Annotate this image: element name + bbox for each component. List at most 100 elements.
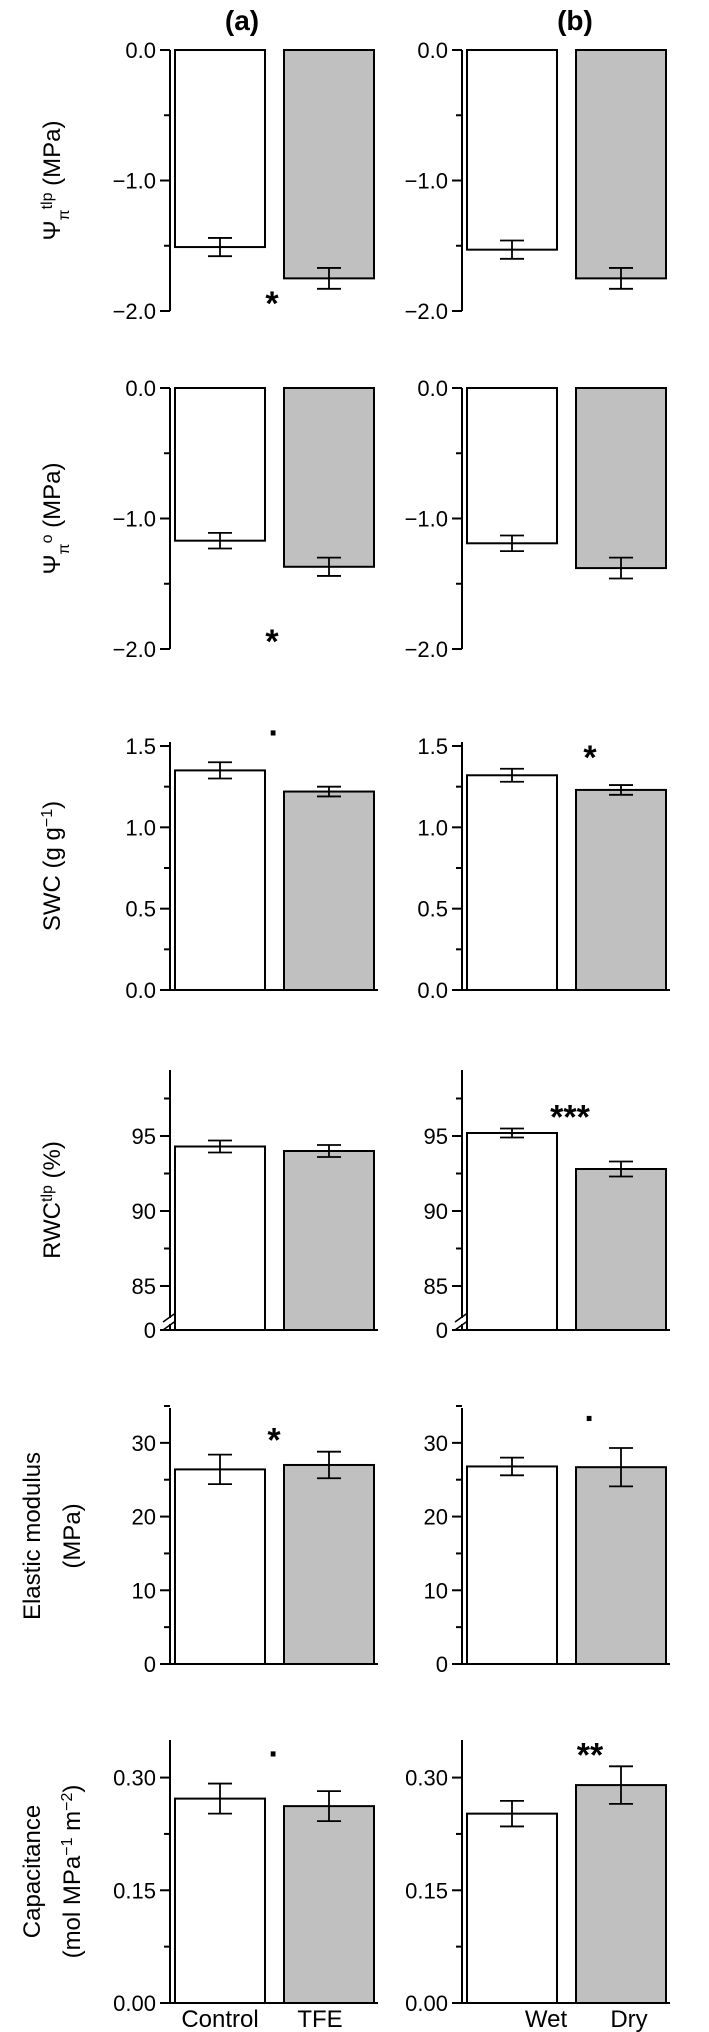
y-tick-label: 0.30 <box>113 1766 156 1791</box>
significance-marker: * <box>265 623 279 661</box>
bar-dry <box>575 1784 667 2004</box>
bar-wet <box>466 774 558 992</box>
x-category-label: Wet <box>525 2006 568 2032</box>
y-tick-label: 0 <box>144 1318 156 1343</box>
y-tick-label: −2.0 <box>113 637 156 662</box>
panel-5-b: 0 10 20 30 · <box>424 1400 670 1677</box>
x-category-label: Dry <box>610 2006 647 2032</box>
x-category-label: TFE <box>297 2006 342 2032</box>
panel-3-a: 0.0 0.5 1.0 1.5 · <box>125 714 378 1003</box>
y-tick-label: −1.0 <box>405 169 448 194</box>
y-tick-label: 0.0 <box>125 38 156 63</box>
bar-dry <box>575 788 667 991</box>
bar-wet <box>466 1132 558 1331</box>
panel-3-b: 0.0 0.5 1.0 1.5 * <box>417 734 670 1003</box>
y-tick-label: 0.5 <box>417 897 448 922</box>
y-tick-label: 1.5 <box>417 734 448 759</box>
y-tick-label: 95 <box>424 1124 448 1149</box>
bar-wet <box>466 1812 558 2005</box>
y-tick-label: 1.0 <box>417 815 448 840</box>
y-tick-label: 0.5 <box>125 897 156 922</box>
bar-wet <box>466 49 558 251</box>
bar-wet <box>466 387 558 545</box>
y-axis-label: (mol MPa−1 m−2) <box>59 1785 87 1959</box>
y-tick-label: 0.00 <box>113 1991 156 2016</box>
y-tick-label: 0.0 <box>417 376 448 401</box>
column-header-b: (b) <box>557 5 593 36</box>
y-tick-label: −1.0 <box>113 507 156 532</box>
y-tick-label: 0.0 <box>125 978 156 1003</box>
significance-marker: ** <box>577 1736 604 1774</box>
bar-dry <box>575 1168 667 1331</box>
bar-tfe <box>283 790 375 992</box>
y-tick-label: 30 <box>132 1431 156 1456</box>
y-tick-label: 1.5 <box>125 734 156 759</box>
y-tick-label: 0 <box>436 1652 448 1677</box>
panel-1-a: 0.0 −1.0 −2.0 * <box>113 38 375 324</box>
column-header-a: (a) <box>225 5 259 36</box>
panel-2-a: 0.0 −1.0 −2.0 * <box>113 376 375 662</box>
y-tick-label: 1.0 <box>125 815 156 840</box>
y-axis-label: Ψπo (MPa) <box>39 462 73 574</box>
bar-wet <box>466 1465 558 1665</box>
y-tick-label: 20 <box>424 1505 448 1530</box>
bar-tfe <box>283 1463 375 1665</box>
y-tick-label: 0.15 <box>113 1878 156 1903</box>
y-axis-label: (MPa) <box>59 1503 86 1568</box>
panel-5-a: 0 10 20 30 * <box>132 1405 378 1677</box>
significance-marker: * <box>267 1422 281 1460</box>
bar-dry <box>575 1466 667 1665</box>
y-tick-label: 90 <box>132 1199 156 1224</box>
y-tick-label: −2.0 <box>405 637 448 662</box>
bar-control <box>174 1468 266 1665</box>
y-tick-label: 0 <box>436 1318 448 1343</box>
y-tick-label: −2.0 <box>113 299 156 324</box>
panel-2-b: 0.0 −1.0 −2.0 <box>405 376 667 662</box>
y-axis-label: Ψπtlp (MPa) <box>39 120 73 240</box>
y-tick-label: 90 <box>424 1199 448 1224</box>
significance-marker: *** <box>550 1099 590 1137</box>
y-axis-label: SWC (g g−1) <box>39 801 67 931</box>
y-tick-label: 0.0 <box>125 376 156 401</box>
y-axis-label: Elastic modulus <box>19 1452 46 1620</box>
significance-marker: · <box>268 714 279 752</box>
y-tick-label: 20 <box>132 1505 156 1530</box>
bar-control <box>174 1797 266 2005</box>
y-tick-label: 30 <box>424 1431 448 1456</box>
y-tick-label: 10 <box>424 1578 448 1603</box>
panel-4-a: 0 85 90 95 <box>132 1070 378 1343</box>
panel-6-a: 0.00 0.15 0.30 · Control TFE <box>113 1736 378 2032</box>
bar-control <box>174 387 266 542</box>
y-tick-label: 0 <box>144 1652 156 1677</box>
bar-dry <box>575 387 667 570</box>
y-tick-label: 0.0 <box>417 978 448 1003</box>
y-tick-label: 0.0 <box>417 38 448 63</box>
x-category-label: Control <box>181 2006 258 2032</box>
bar-control <box>174 49 266 249</box>
significance-marker: · <box>268 1736 279 1774</box>
y-axis-label: RWCtlp (%) <box>39 1141 67 1259</box>
y-tick-label: 0.15 <box>405 1878 448 1903</box>
bar-tfe <box>283 387 375 568</box>
y-tick-label: 10 <box>132 1578 156 1603</box>
y-tick-label: −2.0 <box>405 299 448 324</box>
y-tick-label: 95 <box>132 1124 156 1149</box>
bar-tfe <box>283 1805 375 2005</box>
y-axis-label: Capacitance <box>19 1805 46 1938</box>
bar-dry <box>575 49 667 280</box>
y-tick-label: 0.30 <box>405 1766 448 1791</box>
panel-1-b: 0.0 −1.0 −2.0 <box>405 38 667 324</box>
bar-control <box>174 1145 266 1331</box>
significance-marker: * <box>583 739 597 777</box>
bar-tfe <box>283 1150 375 1331</box>
y-tick-label: 85 <box>132 1274 156 1299</box>
significance-marker: · <box>584 1400 595 1438</box>
y-tick-label: 0.00 <box>405 1991 448 2016</box>
y-tick-label: −1.0 <box>405 507 448 532</box>
bar-tfe <box>283 49 375 280</box>
y-tick-label: −1.0 <box>113 169 156 194</box>
panel-4-b: 0 85 90 95 *** <box>424 1070 670 1343</box>
y-tick-label: 85 <box>424 1274 448 1299</box>
significance-marker: * <box>265 285 279 323</box>
